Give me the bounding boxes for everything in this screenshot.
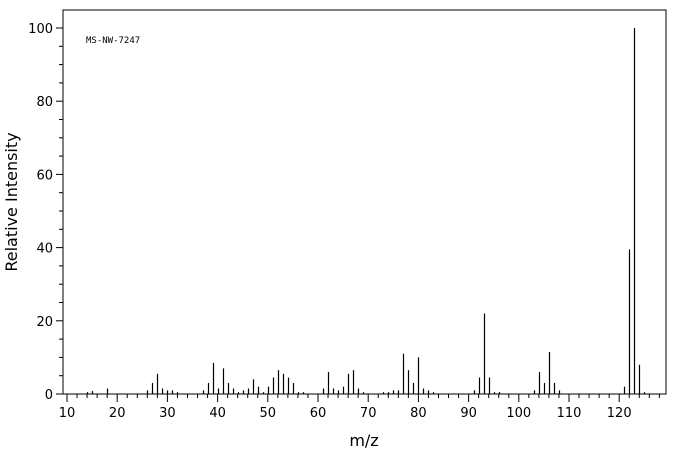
x-axis-title: m/z	[349, 431, 378, 450]
chart-annotation: MS-NW-7247	[86, 36, 140, 46]
y-tick-label: 40	[36, 242, 53, 257]
y-tick-label: 60	[36, 168, 53, 183]
x-tick-label: 40	[209, 406, 226, 421]
x-tick-label: 50	[260, 406, 277, 421]
y-axis: 0 20 40 60 80 100	[28, 22, 63, 403]
x-tick-label: 20	[109, 406, 126, 421]
x-tick-label: 100	[506, 406, 531, 421]
y-tick-label: 100	[28, 22, 53, 37]
y-axis-title: Relative Intensity	[2, 132, 21, 271]
x-tick-label: 70	[360, 406, 377, 421]
x-tick-label: 60	[310, 406, 327, 421]
x-tick-label: 110	[557, 406, 582, 421]
y-tick-label: 80	[36, 95, 53, 110]
y-tick-label: 20	[36, 315, 53, 330]
x-tick-label: 80	[410, 406, 427, 421]
x-tick-label: 30	[159, 406, 176, 421]
x-tick-label: 90	[460, 406, 477, 421]
x-axis: 10 20 30 40 50 60 70 80 90 100 110 120	[59, 394, 660, 421]
x-tick-label: 120	[607, 406, 632, 421]
y-tick-label: 0	[45, 388, 53, 403]
spectrum-peaks	[86, 28, 646, 394]
x-tick-label: 10	[59, 406, 76, 421]
plot-frame	[62, 9, 667, 395]
